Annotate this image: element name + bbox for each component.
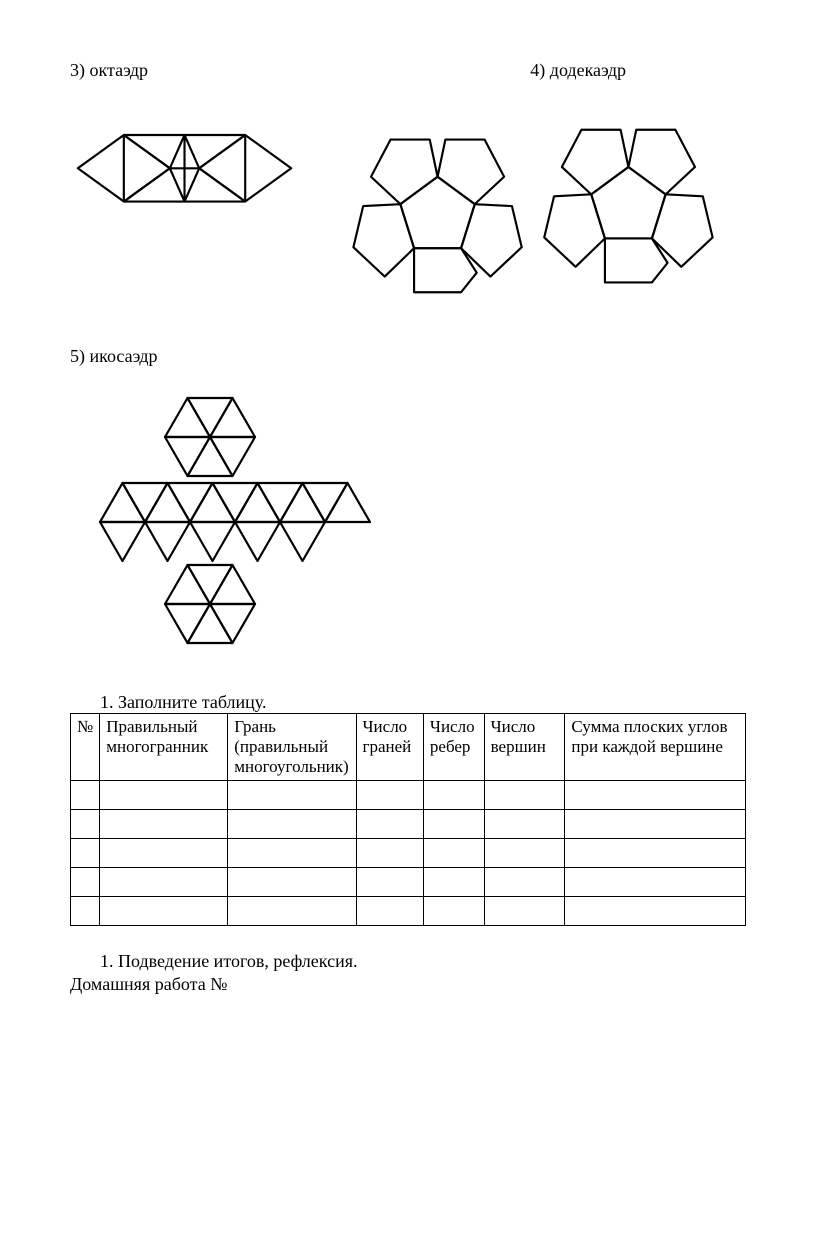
table-row xyxy=(71,897,746,926)
table-row xyxy=(71,781,746,810)
table-row xyxy=(71,810,746,839)
col-number: № xyxy=(71,714,100,781)
summary-reflection: 1. Подведение итогов, рефлексия. xyxy=(100,951,746,972)
col-edges-count: Число ребер xyxy=(423,714,484,781)
dodecahedron-net-diagram xyxy=(325,86,746,336)
col-polyhedron: Правильный многогранник xyxy=(100,714,228,781)
table-row xyxy=(71,868,746,897)
table-row xyxy=(71,839,746,868)
icosahedron-label: 5) икосаэдр xyxy=(70,346,746,367)
col-faces-count: Число граней xyxy=(356,714,423,781)
task-fill-table: 1. Заполните таблицу. xyxy=(100,692,746,713)
octahedron-label: 3) октаэдр xyxy=(70,60,148,81)
col-vertices-count: Число вершин xyxy=(484,714,565,781)
col-angle-sum: Сумма плоских углов при каждой вершине xyxy=(565,714,746,781)
icosahedron-net-diagram xyxy=(70,382,400,662)
col-face: Грань (правильный многоугольник) xyxy=(228,714,356,781)
dodecahedron-label: 4) додекаэдр xyxy=(530,60,626,81)
polyhedra-table: № Правильный многогранник Грань (правиль… xyxy=(70,713,746,926)
homework-label: Домашняя работа № xyxy=(70,974,746,995)
octahedron-net-diagram xyxy=(70,96,295,266)
